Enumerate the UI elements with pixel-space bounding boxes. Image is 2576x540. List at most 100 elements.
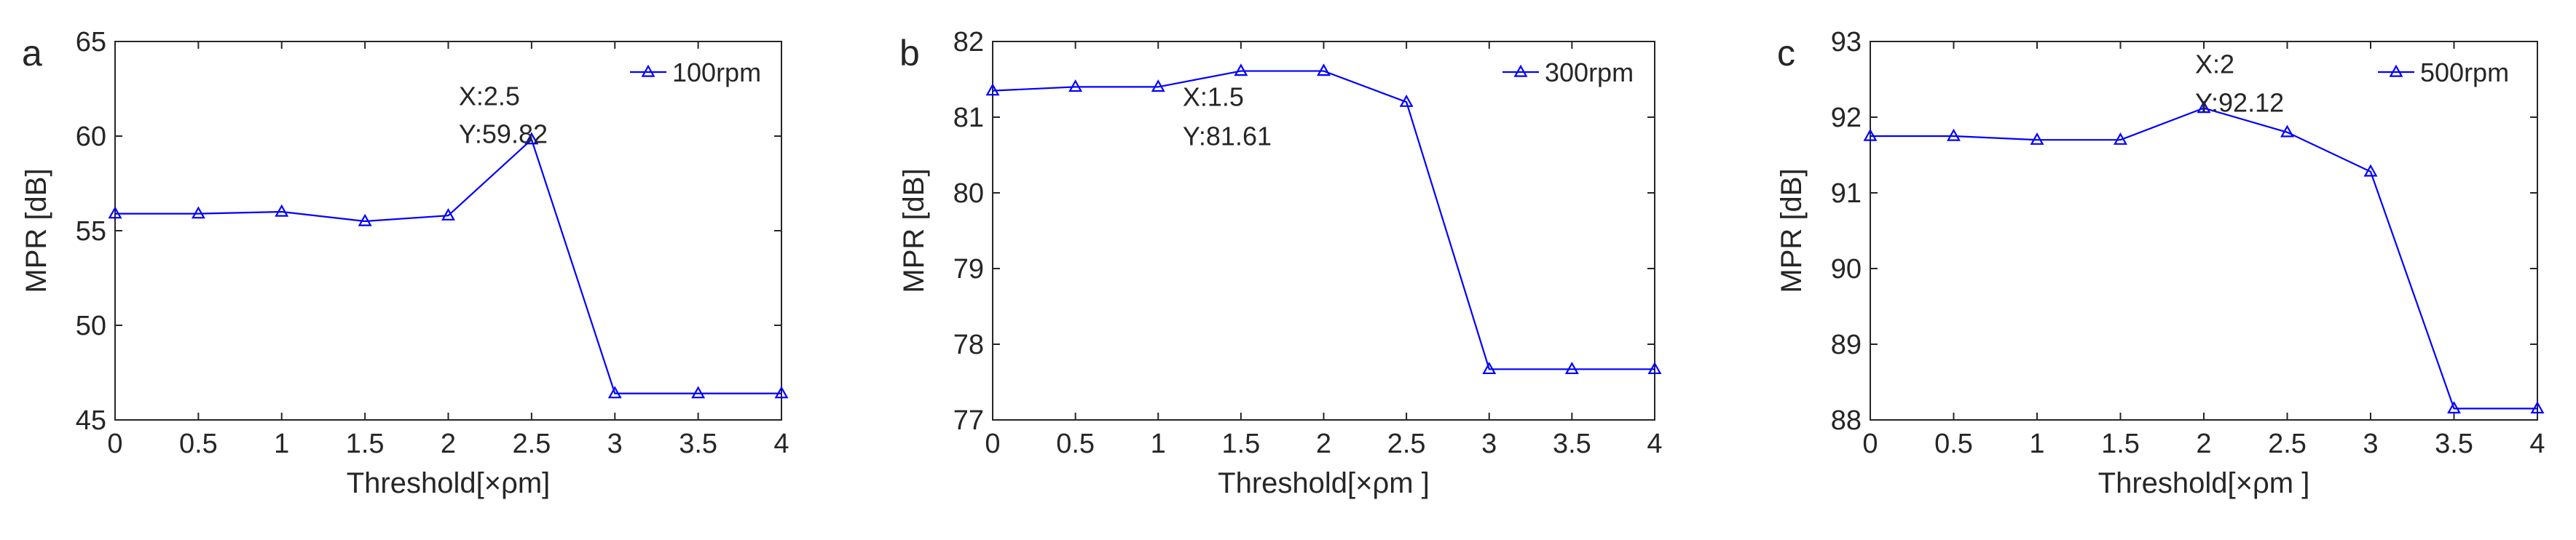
annotation-x: X:2.5	[459, 82, 520, 111]
y-tick-label: 45	[76, 405, 106, 436]
legend-marker	[2389, 64, 2403, 77]
annotation-y: Y:92.12	[2195, 88, 2284, 118]
x-tick-label: 3	[607, 429, 623, 459]
annotation-y: Y:81.61	[1183, 122, 1272, 151]
data-point	[275, 204, 289, 217]
data-point	[691, 386, 706, 399]
y-axis-label: MPR [dB]	[1776, 168, 1808, 293]
data-point	[2530, 401, 2545, 414]
x-tick-label: 0.5	[179, 429, 218, 459]
y-tick-label: 89	[1831, 330, 1862, 360]
data-point	[524, 132, 539, 145]
x-tick-label: 3.5	[1553, 429, 1591, 459]
data-point	[985, 83, 1000, 96]
annotation-y: Y:59.82	[459, 119, 548, 149]
legend-marker	[1513, 64, 1528, 77]
panel-letter: a	[22, 33, 42, 74]
data-point	[2197, 100, 2211, 114]
y-tick-label: 93	[1831, 27, 1862, 57]
y-tick-label: 77	[953, 405, 984, 436]
chart-panel-a: 0 0.5 1 1.5 2 2.5 3 3.5 4 45 50 55 60 65 Threshold[×ρm…	[20, 27, 789, 499]
y-tick-label: 78	[953, 330, 984, 360]
data-point	[1482, 362, 1497, 375]
data-point	[1068, 79, 1083, 92]
x-tick-label: 3.5	[679, 429, 717, 459]
y-tick-label: 50	[76, 311, 106, 341]
x-tick-label: 0	[107, 429, 122, 459]
y-tick-label: 82	[953, 27, 984, 57]
y-tick-label: 92	[1831, 103, 1862, 133]
data-point	[2363, 164, 2378, 177]
x-tick-label: 1.5	[346, 429, 385, 459]
legend-label: 300rpm	[1545, 57, 1634, 87]
x-tick-label: 2	[2196, 429, 2211, 459]
y-tick-label: 55	[76, 216, 106, 247]
y-tick-label: 60	[76, 122, 106, 152]
chart-panel-b: 0 0.5 1 1.5 2 2.5 3 3.5 4 77 78 79 80 81 82 Threshold[×…	[898, 27, 1663, 499]
data-point	[1863, 128, 1878, 141]
y-tick-label: 80	[953, 178, 984, 209]
x-axis-label: Threshold[×ρm ]	[2098, 467, 2310, 499]
x-tick-label: 2	[441, 429, 456, 459]
data-point	[191, 206, 205, 219]
y-tick-label: 88	[1831, 405, 1862, 436]
panel-letter: c	[1777, 33, 1795, 74]
x-tick-label: 2	[1316, 429, 1331, 459]
series-line	[115, 138, 781, 394]
x-tick-label: 0	[985, 429, 1000, 459]
plot-area	[992, 41, 1655, 421]
x-tick-label: 2.5	[1387, 429, 1426, 459]
data-point	[358, 213, 372, 226]
x-tick-label: 0.5	[1934, 429, 1973, 459]
panel-letter: b	[899, 33, 920, 74]
legend-label: 500rpm	[2420, 57, 2509, 87]
x-tick-label: 0	[1862, 429, 1878, 459]
y-axis-label: MPR [dB]	[20, 168, 52, 293]
x-tick-label: 4	[2529, 429, 2545, 459]
y-tick-label: 79	[953, 254, 984, 285]
annotation-x: X:1.5	[1183, 82, 1244, 112]
legend-label: 100rpm	[672, 57, 761, 87]
data-point	[1317, 63, 1331, 76]
x-tick-label: 3.5	[2435, 429, 2473, 459]
series-line	[992, 70, 1655, 370]
data-point	[441, 207, 455, 221]
x-tick-label: 1	[2029, 429, 2044, 459]
data-point	[2280, 124, 2294, 138]
legend-marker	[641, 64, 655, 77]
x-tick-label: 3	[2363, 429, 2378, 459]
x-tick-label: 3	[1481, 429, 1497, 459]
x-tick-label: 0.5	[1056, 429, 1095, 459]
x-tick-label: 4	[1647, 429, 1662, 459]
x-tick-label: 2.5	[512, 429, 551, 459]
data-point	[1151, 79, 1165, 92]
data-point	[2447, 401, 2461, 414]
data-point	[1399, 94, 1414, 107]
x-axis-label: Threshold[×ρm ]	[1218, 467, 1430, 499]
annotation-x: X:2	[2195, 49, 2234, 79]
chart-panel-c: 0 0.5 1 1.5 2 2.5 3 3.5 4 88 89 90 91 92 93 Threshold[×…	[1776, 27, 2545, 499]
data-point	[1947, 128, 1961, 141]
x-tick-label: 2.5	[2268, 429, 2307, 459]
series-line	[1870, 107, 2537, 410]
data-point	[2030, 132, 2044, 145]
x-tick-label: 1	[274, 429, 289, 459]
x-axis-label: Threshold[×ρm]	[347, 467, 551, 499]
y-tick-label: 81	[953, 103, 984, 133]
data-point	[1234, 63, 1248, 76]
y-axis-label: MPR [dB]	[898, 168, 930, 293]
data-point	[108, 206, 122, 219]
plot-area	[114, 41, 782, 421]
x-tick-label: 1.5	[1221, 429, 1260, 459]
data-point	[774, 386, 789, 399]
data-point	[1647, 362, 1662, 375]
x-tick-label: 1.5	[2101, 429, 2140, 459]
y-tick-label: 91	[1831, 178, 1862, 209]
y-tick-label: 90	[1831, 254, 1862, 285]
x-tick-label: 1	[1151, 429, 1166, 459]
y-tick-label: 65	[76, 27, 106, 57]
data-point	[607, 386, 622, 399]
data-point	[1564, 362, 1579, 375]
